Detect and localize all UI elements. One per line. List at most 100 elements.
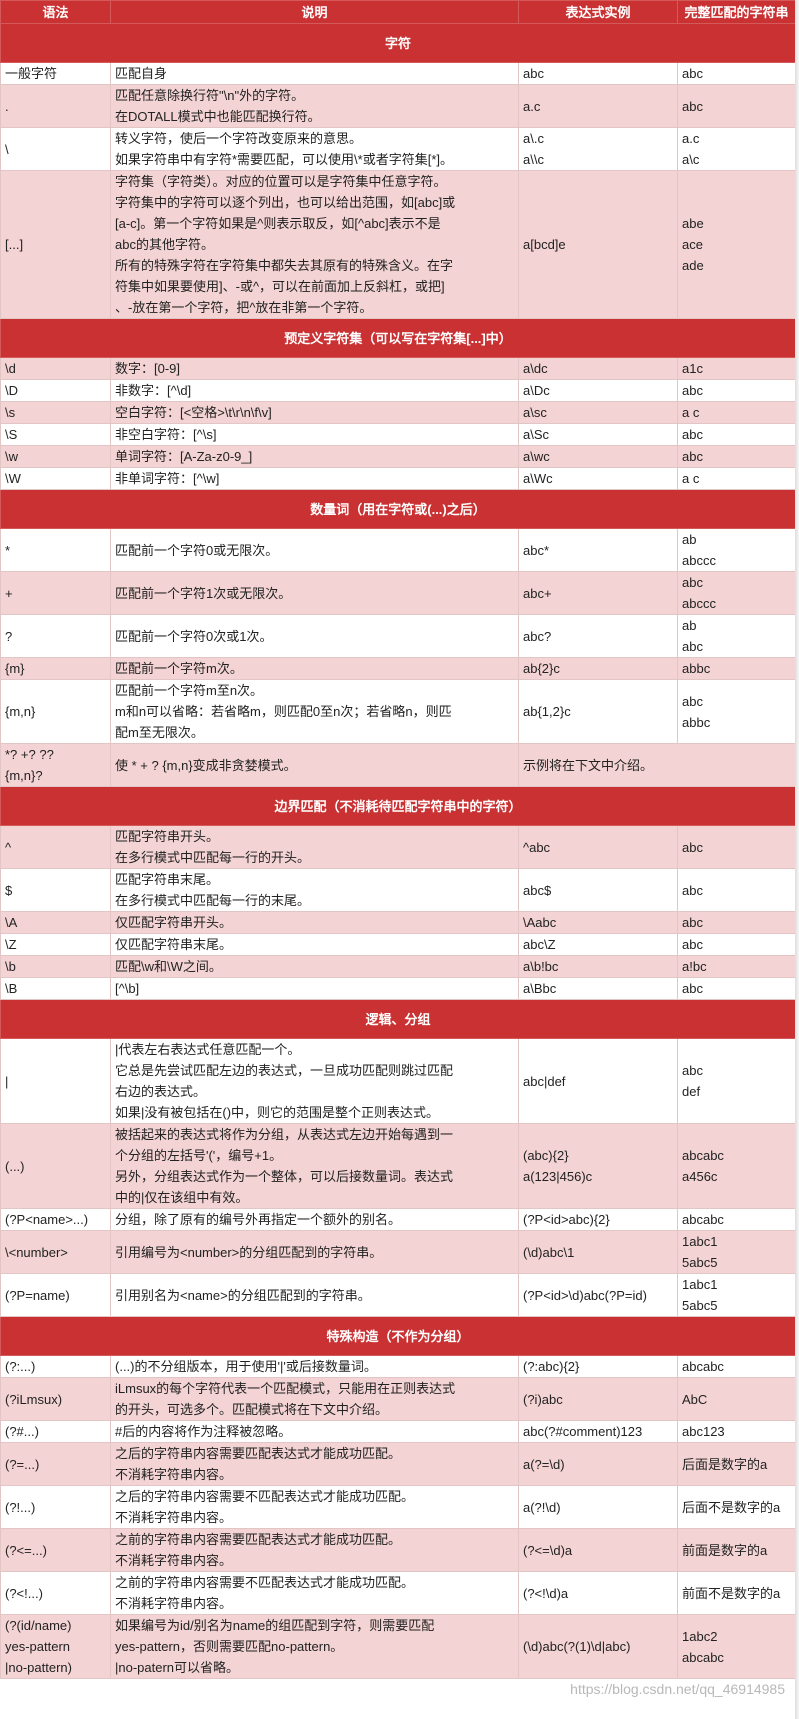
full-match-cell: abcabc — [677, 1355, 796, 1378]
description-cell-line: 字符集（字符类）。对应的位置可以是字符集中任意字符。 — [115, 174, 447, 189]
example-cell: (?i)abc — [518, 1377, 678, 1421]
full-match-cell-line: 后面不是数字的a — [682, 1499, 781, 1515]
syntax-cell-line: | — [5, 1073, 9, 1089]
description-cell: 之后的字符串内容需要不匹配表达式才能成功匹配。 不消耗字符串内容。 — [110, 1485, 519, 1529]
example-cell: 示例将在下文中介绍。 — [518, 743, 796, 787]
example-cell: (?:abc){2} — [518, 1355, 678, 1378]
example-cell-line: (\d)abc(?(1)\d|abc) — [523, 1639, 631, 1654]
example-cell: a\dc — [518, 357, 678, 380]
description-cell-line: 配m至无限次。 — [115, 725, 204, 740]
table-row: \s 空白字符：[<空格>\t\r\n\f\v] a\sc a c — [0, 401, 796, 424]
description-cell-line: 之前的字符串内容需要匹配表达式才能成功匹配。 — [115, 1532, 402, 1547]
table-row: \<number> 引用编号为<number>的分组匹配到的字符串。 (\d)abc… — [0, 1230, 796, 1274]
full-match-cell-line: abc123 — [682, 1424, 725, 1439]
description-cell-line: 匹配\w和\W之间。 — [115, 959, 222, 974]
syntax-cell: \Z — [0, 933, 111, 956]
example-cell: abc — [518, 62, 678, 85]
description-cell: 数字：[0-9] — [110, 357, 519, 380]
syntax-cell-line: ^ — [5, 839, 12, 855]
full-match-cell-line: 前面是数字的a — [682, 1542, 768, 1558]
table-row: (?P<name>...) 分组，除了原有的编号外再指定一个额外的别名。 (?P<i… — [0, 1208, 796, 1231]
description-cell-line: 非空白字符：[^\s] — [115, 427, 217, 442]
description-cell-line: 之前的字符串内容需要不匹配表达式才能成功匹配。 — [115, 1575, 415, 1590]
description-cell: 匹配自身 — [110, 62, 519, 85]
example-cell-line: a\Dc — [523, 383, 550, 398]
example-cell: (abc){2} a(123|456)c — [518, 1123, 678, 1209]
description-cell: #后的内容将作为注释被忽略。 — [110, 1420, 519, 1443]
syntax-cell: \s — [0, 401, 111, 424]
example-cell: a\.c a\\c — [518, 127, 678, 171]
syntax-cell-line: \A — [5, 915, 18, 930]
full-match-cell-line: a456c — [682, 1169, 718, 1184]
full-match-cell-line: abc — [682, 882, 703, 898]
description-cell: 引用别名为<name>的分组匹配到的字符串。 — [110, 1273, 519, 1317]
full-match-cell: abcabc a456c — [677, 1123, 796, 1209]
full-match-cell: abc — [677, 977, 796, 1000]
syntax-cell: ^ — [0, 825, 111, 869]
syntax-cell: \b — [0, 955, 111, 978]
description-cell: 字符集（字符类）。对应的位置可以是字符集中任意字符。 字符集中的字符可以逐个列出，… — [110, 170, 519, 319]
description-cell-line: 使 * + ? {m,n}变成非贪婪模式。 — [115, 757, 297, 773]
table-row: (?(id/name) yes-pattern |no-pattern) 如果编号为i… — [0, 1614, 796, 1679]
description-cell: 匹配前一个字符1次或无限次。 — [110, 571, 519, 615]
description-cell: 非单词字符：[^\w] — [110, 467, 519, 490]
table-header-row: 语法 说明 表达式实例 完整匹配的字符串 — [0, 0, 796, 24]
description-cell-line: |代表左右表达式任意匹配一个。 — [115, 1042, 301, 1057]
example-cell-line: (?:abc){2} — [523, 1359, 580, 1374]
full-match-cell-line: 后面是数字的a — [682, 1456, 768, 1472]
full-match-cell-line: abccc — [682, 596, 716, 611]
table-row: ^ 匹配字符串开头。 在多行模式中匹配每一行的开头。 ^abc abc — [0, 825, 796, 869]
description-cell-line: #后的内容将作为注释被忽略。 — [115, 1424, 292, 1439]
syntax-cell-line: \Z — [5, 937, 17, 952]
syntax-cell-line: ? — [5, 628, 13, 644]
full-match-cell: 后面是数字的a — [677, 1442, 796, 1486]
description-cell: 匹配任意除换行符"\n"外的字符。 在DOTALL模式中也能匹配换行符。 — [110, 84, 519, 128]
syntax-cell: (?<!...) — [0, 1571, 111, 1615]
syntax-cell: *? +? ?? {m,n}? — [0, 743, 111, 787]
description-cell: [^\b] — [110, 977, 519, 1000]
description-cell-line: 匹配字符串开头。 — [115, 829, 220, 844]
full-match-cell: abc abbc — [677, 679, 796, 744]
header-full-match: 完整匹配的字符串 — [677, 0, 796, 24]
example-cell-line: (?<=\d)a — [523, 1542, 573, 1558]
full-match-cell: abc — [677, 423, 796, 446]
description-cell-line: 不消耗字符串内容。 — [115, 1553, 233, 1568]
description-cell-line: 匹配前一个字符m次。 — [115, 661, 243, 676]
full-match-cell: a!bc — [677, 955, 796, 978]
full-match-cell: abbc — [677, 657, 796, 680]
syntax-cell: * — [0, 528, 111, 572]
description-cell-line: 如果字符串中有字符*需要匹配，可以使用\*或者字符集[*]。 — [115, 152, 454, 167]
table-row: $ 匹配字符串末尾。 在多行模式中匹配每一行的末尾。 abc$ abc — [0, 868, 796, 912]
description-cell: 转义字符，使后一个字符改变原来的意思。 如果字符串中有字符*需要匹配，可以使用\*… — [110, 127, 519, 171]
description-cell: 之前的字符串内容需要不匹配表达式才能成功匹配。 不消耗字符串内容。 — [110, 1571, 519, 1615]
example-cell: abc\Z — [518, 933, 678, 956]
description-cell-line: 匹配前一个字符0或无限次。 — [115, 542, 279, 558]
example-cell-line: (?P<id>\d)abc(?P=id) — [523, 1287, 647, 1303]
example-cell-line: ^abc — [523, 839, 551, 855]
example-cell: a\b!bc — [518, 955, 678, 978]
description-cell: 匹配\w和\W之间。 — [110, 955, 519, 978]
description-cell: 单词字符：[A-Za-z0-9_] — [110, 445, 519, 468]
example-cell-line: abc\Z — [523, 937, 556, 952]
table-row: {m,n} 匹配前一个字符m至n次。 m和n可以省略：若省略m，则匹配0至n次；若省… — [0, 679, 796, 744]
full-match-cell: 1abc1 5abc5 — [677, 1273, 796, 1317]
full-match-cell: a c — [677, 401, 796, 424]
example-cell: (?P<id>abc){2} — [518, 1208, 678, 1231]
example-cell-line: (?P<id>abc){2} — [523, 1212, 610, 1227]
example-cell: a\Sc — [518, 423, 678, 446]
full-match-cell-line: abc — [682, 66, 703, 81]
syntax-cell: 一般字符 — [0, 62, 111, 85]
table-row: 一般字符 匹配自身 abc abc — [0, 62, 796, 85]
description-cell-line: 中的|仅在该组中有效。 — [115, 1190, 249, 1205]
table-row: (?<!...) 之前的字符串内容需要不匹配表达式才能成功匹配。 不消耗字符串内容。… — [0, 1571, 796, 1615]
example-cell-line: abc+ — [523, 585, 552, 601]
example-cell: abc? — [518, 614, 678, 658]
description-cell-line: 单词字符：[A-Za-z0-9_] — [115, 449, 253, 464]
syntax-cell: (?P=name) — [0, 1273, 111, 1317]
description-cell-line: (...)的不分组版本，用于使用'|'或后接数量词。 — [115, 1359, 377, 1374]
syntax-cell: \d — [0, 357, 111, 380]
description-cell-line: 在多行模式中匹配每一行的开头。 — [115, 850, 311, 865]
watermark: https://blog.csdn.net/qq_46914985 — [570, 1681, 785, 1697]
full-match-cell-line: abcabc — [682, 1359, 724, 1374]
full-match-cell-line: abcabc — [682, 1649, 724, 1665]
